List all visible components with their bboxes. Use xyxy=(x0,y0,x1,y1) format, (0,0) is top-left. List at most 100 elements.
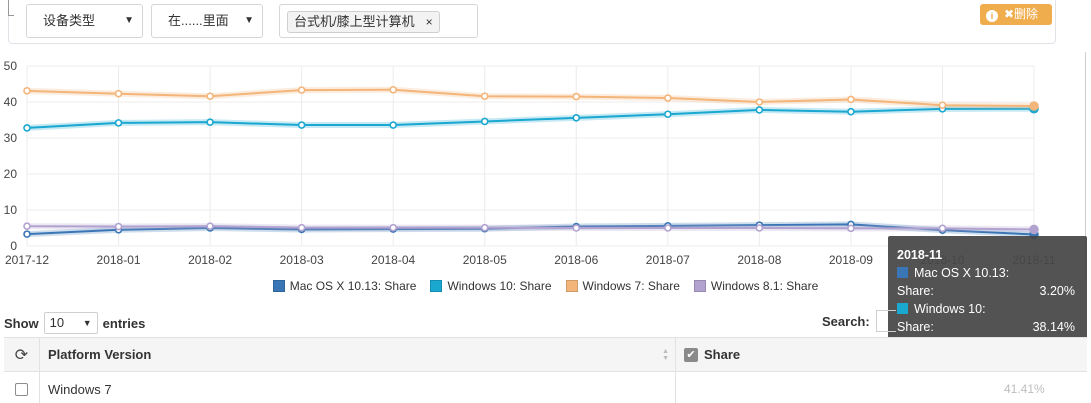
data-point xyxy=(206,118,214,126)
data-point xyxy=(114,89,123,98)
x-tick-label: 2018-01 xyxy=(97,253,141,267)
data-point xyxy=(389,85,397,94)
entries-select[interactable]: 10 ▼ xyxy=(43,312,98,334)
data-point xyxy=(1029,224,1039,235)
data-point xyxy=(572,114,581,122)
data-point xyxy=(755,98,764,106)
scrollbar[interactable] xyxy=(1085,52,1086,282)
legend-item[interactable]: Windows 7: Share xyxy=(565,277,680,295)
data-point xyxy=(297,223,306,232)
refresh-cell[interactable]: ⟳ xyxy=(4,338,40,371)
device-type-select[interactable]: 设备类型 ▼ xyxy=(26,4,143,38)
series-line xyxy=(26,107,1035,129)
series-line xyxy=(26,88,1035,107)
sort-icon[interactable]: ▲ ▼ xyxy=(662,348,669,362)
data-point xyxy=(23,87,31,95)
column-label: Share xyxy=(704,347,741,362)
legend-item[interactable]: Windows 8.1: Share xyxy=(693,277,819,295)
entries-value: 10 xyxy=(49,315,65,330)
checkbox-checked-icon[interactable]: ✔ xyxy=(684,347,698,362)
legend-item[interactable]: Windows 10: Share xyxy=(430,277,552,295)
selected-tag-label: 台式机/膝上型计算机 xyxy=(294,14,415,29)
data-point xyxy=(297,86,306,94)
y-tick-label: 20 xyxy=(4,167,18,181)
tag-remove-icon[interactable]: × xyxy=(425,15,433,29)
series-glow xyxy=(26,86,1035,109)
data-point xyxy=(938,101,947,110)
condition-label: 在......里面 xyxy=(168,13,229,28)
legend-label: Mac OS X 10.13: Share xyxy=(289,279,417,293)
legend-swatch xyxy=(565,280,578,292)
data-point xyxy=(23,124,31,132)
data-point xyxy=(847,95,855,104)
x-tick-label: 2018-03 xyxy=(280,253,324,267)
data-point xyxy=(389,223,397,232)
data-point xyxy=(206,222,214,230)
row-checkbox[interactable] xyxy=(15,382,28,396)
data-point xyxy=(664,224,672,232)
tooltip-swatch xyxy=(897,267,908,278)
data-point xyxy=(938,224,947,233)
tooltip-swatch xyxy=(897,303,908,314)
column-header-platform[interactable]: Platform Version ▲ ▼ xyxy=(40,338,676,371)
data-point xyxy=(297,121,306,129)
data-point xyxy=(572,224,581,232)
data-point xyxy=(389,121,397,129)
data-point xyxy=(114,119,123,127)
platform-cell: Windows 7 xyxy=(40,372,676,403)
data-point xyxy=(664,110,672,119)
row-select-cell[interactable] xyxy=(4,372,40,403)
legend-label: Windows 10: Share xyxy=(447,279,552,293)
legend-swatch xyxy=(693,280,706,292)
refresh-icon[interactable]: ⟳ xyxy=(14,346,29,364)
x-tick-label: 2018-05 xyxy=(463,253,507,267)
legend-item[interactable]: Mac OS X 10.13: Share xyxy=(272,277,417,295)
chart-series xyxy=(23,85,1039,240)
data-point xyxy=(23,222,31,230)
x-tick-label: 2018-02 xyxy=(188,253,232,267)
legend-label: Windows 8.1: Share xyxy=(710,279,819,293)
info-icon: i xyxy=(986,10,998,22)
platform-value: Windows 7 xyxy=(48,381,112,397)
selected-tag: 台式机/膝上型计算机 × xyxy=(287,11,440,33)
data-point xyxy=(847,224,855,233)
search-label: Search: xyxy=(822,314,870,329)
column-header-share[interactable]: ✔ Share xyxy=(676,338,1087,371)
tooltip-value: 38.14% xyxy=(1032,320,1075,334)
tooltip-series-name: Windows 10: Share: xyxy=(897,302,986,334)
show-label: Show xyxy=(4,315,39,331)
legend-swatch xyxy=(272,280,285,292)
entries-label: entries xyxy=(102,315,146,331)
tooltip-series-name: Mac OS X 10.13: Share: xyxy=(897,266,1010,298)
y-tick-label: 0 xyxy=(10,239,17,253)
delete-label: ✖删除 xyxy=(1004,7,1039,21)
chart-legend: Mac OS X 10.13: Share Windows 10: Share Wi… xyxy=(0,277,1091,295)
data-point xyxy=(206,92,214,101)
data-point xyxy=(480,223,489,232)
tooltip-value: 3.20% xyxy=(1039,284,1075,298)
chevron-down-icon: ▼ xyxy=(82,318,92,328)
data-point xyxy=(114,222,123,231)
y-tick-label: 40 xyxy=(4,95,18,109)
tooltip-row: Windows 10: Share: 38.14% xyxy=(897,300,1079,336)
y-tick-label: 50 xyxy=(4,59,18,73)
line-chart: 0 10 20 30 40 50 2017-12 2018-01 2018-02 2018-03… xyxy=(4,59,1056,267)
column-label: Platform Version xyxy=(48,347,152,362)
device-type-label: 设备类型 xyxy=(43,13,96,28)
tag-input[interactable]: 台式机/膝上型计算机 × xyxy=(279,4,478,38)
data-point xyxy=(572,92,581,101)
search-input[interactable] xyxy=(876,310,896,332)
x-tick-label: 2017-12 xyxy=(5,253,49,267)
filter-bracket xyxy=(8,0,14,16)
legend-swatch xyxy=(430,280,443,292)
data-point xyxy=(480,92,489,101)
data-point xyxy=(23,230,31,238)
data-point xyxy=(755,106,764,114)
x-tick-label: 2018-08 xyxy=(737,253,781,267)
delete-button[interactable]: i ✖删除 xyxy=(980,4,1052,25)
table-header: ⟳ Platform Version ▲ ▼ ✔ Share xyxy=(4,337,1087,372)
table-row[interactable]: Windows 7 xyxy=(4,372,1087,403)
condition-select[interactable]: 在......里面 ▼ xyxy=(151,4,263,38)
x-tick-label: 2018-04 xyxy=(371,253,415,267)
